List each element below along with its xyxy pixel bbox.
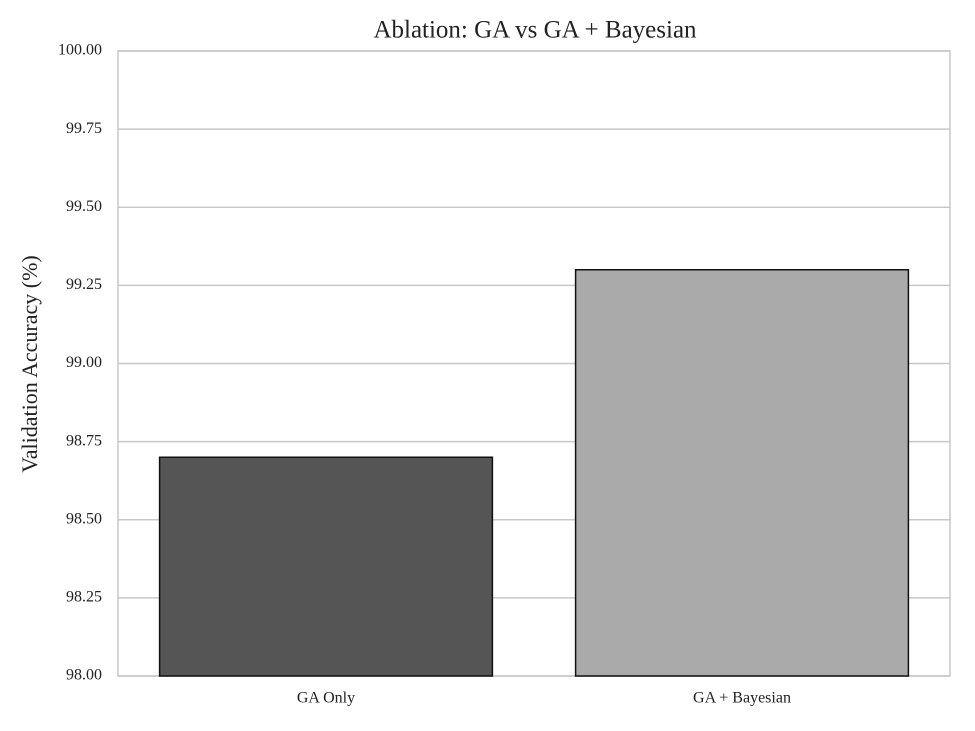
plot-frame	[117, 50, 951, 677]
y-tick-label: 99.75	[66, 120, 102, 137]
bar	[158, 456, 494, 677]
y-tick-label: 99.25	[66, 276, 102, 293]
y-tick-label: 100.00	[58, 42, 102, 59]
y-tick-label: 98.50	[66, 510, 102, 527]
bar	[574, 269, 910, 677]
y-tick-label: 98.00	[66, 667, 102, 684]
x-tick-label: GA + Bayesian	[693, 690, 791, 707]
y-axis-label: Validation Accuracy (%)	[17, 255, 42, 472]
y-tick-label: 99.00	[66, 354, 102, 371]
y-tick-label: 98.25	[66, 589, 102, 606]
y-tick-label: 98.75	[66, 432, 102, 449]
chart-title: Ablation: GA vs GA + Bayesian	[373, 17, 697, 44]
y-tick-label: 99.50	[66, 198, 102, 215]
x-tick-label: GA Only	[297, 690, 355, 707]
